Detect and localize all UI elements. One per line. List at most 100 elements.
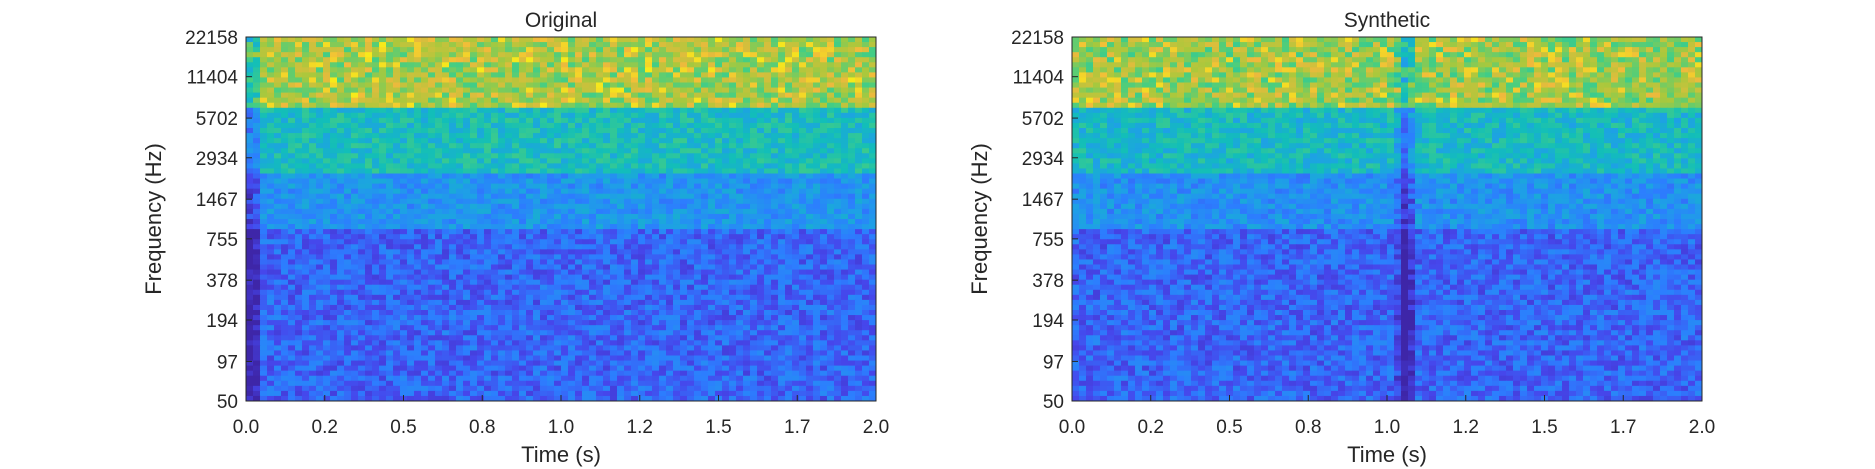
heatmap-cell xyxy=(736,213,744,220)
heatmap-cell xyxy=(568,47,576,53)
heatmap-cell xyxy=(288,67,296,73)
heatmap-cell xyxy=(456,294,464,301)
heatmap-cell xyxy=(302,188,310,195)
heatmap-cell xyxy=(722,274,730,281)
heatmap-cell xyxy=(554,249,562,255)
heatmap-cell xyxy=(386,178,394,185)
heatmap-cell xyxy=(638,183,646,190)
heatmap-cell xyxy=(645,143,653,149)
heatmap-cell xyxy=(246,158,254,164)
heatmap-cell xyxy=(736,304,744,311)
heatmap-cell xyxy=(582,264,590,271)
heatmap-cell xyxy=(477,234,485,240)
heatmap-cell xyxy=(757,208,765,215)
heatmap-cell xyxy=(554,163,562,170)
heatmap-cell xyxy=(645,294,653,301)
heatmap-cell xyxy=(645,37,653,43)
heatmap-cell xyxy=(848,112,856,119)
heatmap-cell xyxy=(533,183,541,190)
heatmap-cell xyxy=(855,173,863,180)
heatmap-cell xyxy=(337,143,345,149)
heatmap-cell xyxy=(358,198,366,205)
heatmap-cell xyxy=(505,153,513,159)
heatmap-cell xyxy=(358,193,366,200)
heatmap-cell xyxy=(610,87,618,94)
heatmap-cell xyxy=(323,284,331,291)
heatmap-cell xyxy=(869,193,876,200)
heatmap-cell xyxy=(708,264,716,271)
heatmap-cell xyxy=(715,87,723,94)
heatmap-cell xyxy=(666,289,674,296)
heatmap-cell xyxy=(694,62,702,68)
heatmap-cell xyxy=(498,213,506,220)
heatmap-cell xyxy=(526,42,534,48)
heatmap-cell xyxy=(820,37,828,43)
heatmap-cell xyxy=(344,67,352,73)
heatmap-cell xyxy=(722,193,730,200)
heatmap-cell xyxy=(526,304,534,311)
heatmap-cell xyxy=(267,229,275,235)
heatmap-cell xyxy=(533,122,541,129)
heatmap-cell xyxy=(715,304,723,311)
heatmap-cell xyxy=(701,259,709,266)
heatmap-cell xyxy=(330,62,338,68)
heatmap-cell xyxy=(813,294,821,301)
heatmap-cell xyxy=(274,117,282,124)
heatmap-cell xyxy=(596,178,604,185)
heatmap-cell xyxy=(722,259,730,266)
heatmap-cell xyxy=(673,289,681,296)
heatmap-cell xyxy=(708,133,716,139)
heatmap-cell xyxy=(407,168,415,175)
heatmap-cell xyxy=(512,143,520,149)
heatmap-cell xyxy=(708,269,716,276)
heatmap-cell xyxy=(547,138,555,144)
heatmap-cell xyxy=(267,107,275,114)
heatmap-cell xyxy=(631,128,639,134)
heatmap-cell xyxy=(526,37,534,43)
heatmap-cell xyxy=(743,208,751,215)
heatmap-cell xyxy=(379,208,387,215)
heatmap-cell xyxy=(631,239,639,245)
heatmap-cell xyxy=(505,203,513,210)
heatmap-cell xyxy=(351,82,359,89)
heatmap-cell xyxy=(799,254,807,261)
heatmap-cell xyxy=(484,173,492,180)
heatmap-cell xyxy=(435,219,443,225)
heatmap-cell xyxy=(351,107,359,114)
heatmap-cell xyxy=(869,47,876,53)
heatmap-cell xyxy=(624,143,632,149)
heatmap-cell xyxy=(568,138,576,144)
heatmap-cell xyxy=(533,264,541,271)
heatmap-cell xyxy=(841,269,849,276)
heatmap-cell xyxy=(701,87,709,94)
heatmap-cell xyxy=(582,57,590,63)
heatmap-cell xyxy=(540,315,548,321)
heatmap-cell xyxy=(435,138,443,144)
heatmap-cell xyxy=(568,193,576,200)
heatmap-cell xyxy=(820,102,828,109)
heatmap-cell xyxy=(526,62,534,68)
heatmap-cell xyxy=(274,107,282,114)
heatmap-cell xyxy=(855,128,863,134)
heatmap-cell xyxy=(715,128,723,134)
heatmap-cell xyxy=(456,188,464,195)
heatmap-cell xyxy=(638,254,646,261)
heatmap-cell xyxy=(470,168,478,175)
heatmap-cell xyxy=(638,158,646,164)
heatmap-cell xyxy=(701,173,709,180)
heatmap-cell xyxy=(267,102,275,109)
heatmap-cell xyxy=(610,234,618,240)
heatmap-cell xyxy=(848,87,856,94)
heatmap-cell xyxy=(372,315,380,321)
heatmap-cell xyxy=(288,92,296,99)
heatmap-cell xyxy=(750,173,758,180)
heatmap-cell xyxy=(519,208,527,215)
heatmap-cell xyxy=(624,289,632,296)
heatmap-cell xyxy=(806,269,814,276)
heatmap-cell xyxy=(806,168,814,175)
heatmap-cell xyxy=(715,264,723,271)
heatmap-cell xyxy=(750,310,758,316)
heatmap-cell xyxy=(407,72,415,79)
heatmap-cell xyxy=(358,128,366,134)
heatmap-cell xyxy=(428,284,436,291)
